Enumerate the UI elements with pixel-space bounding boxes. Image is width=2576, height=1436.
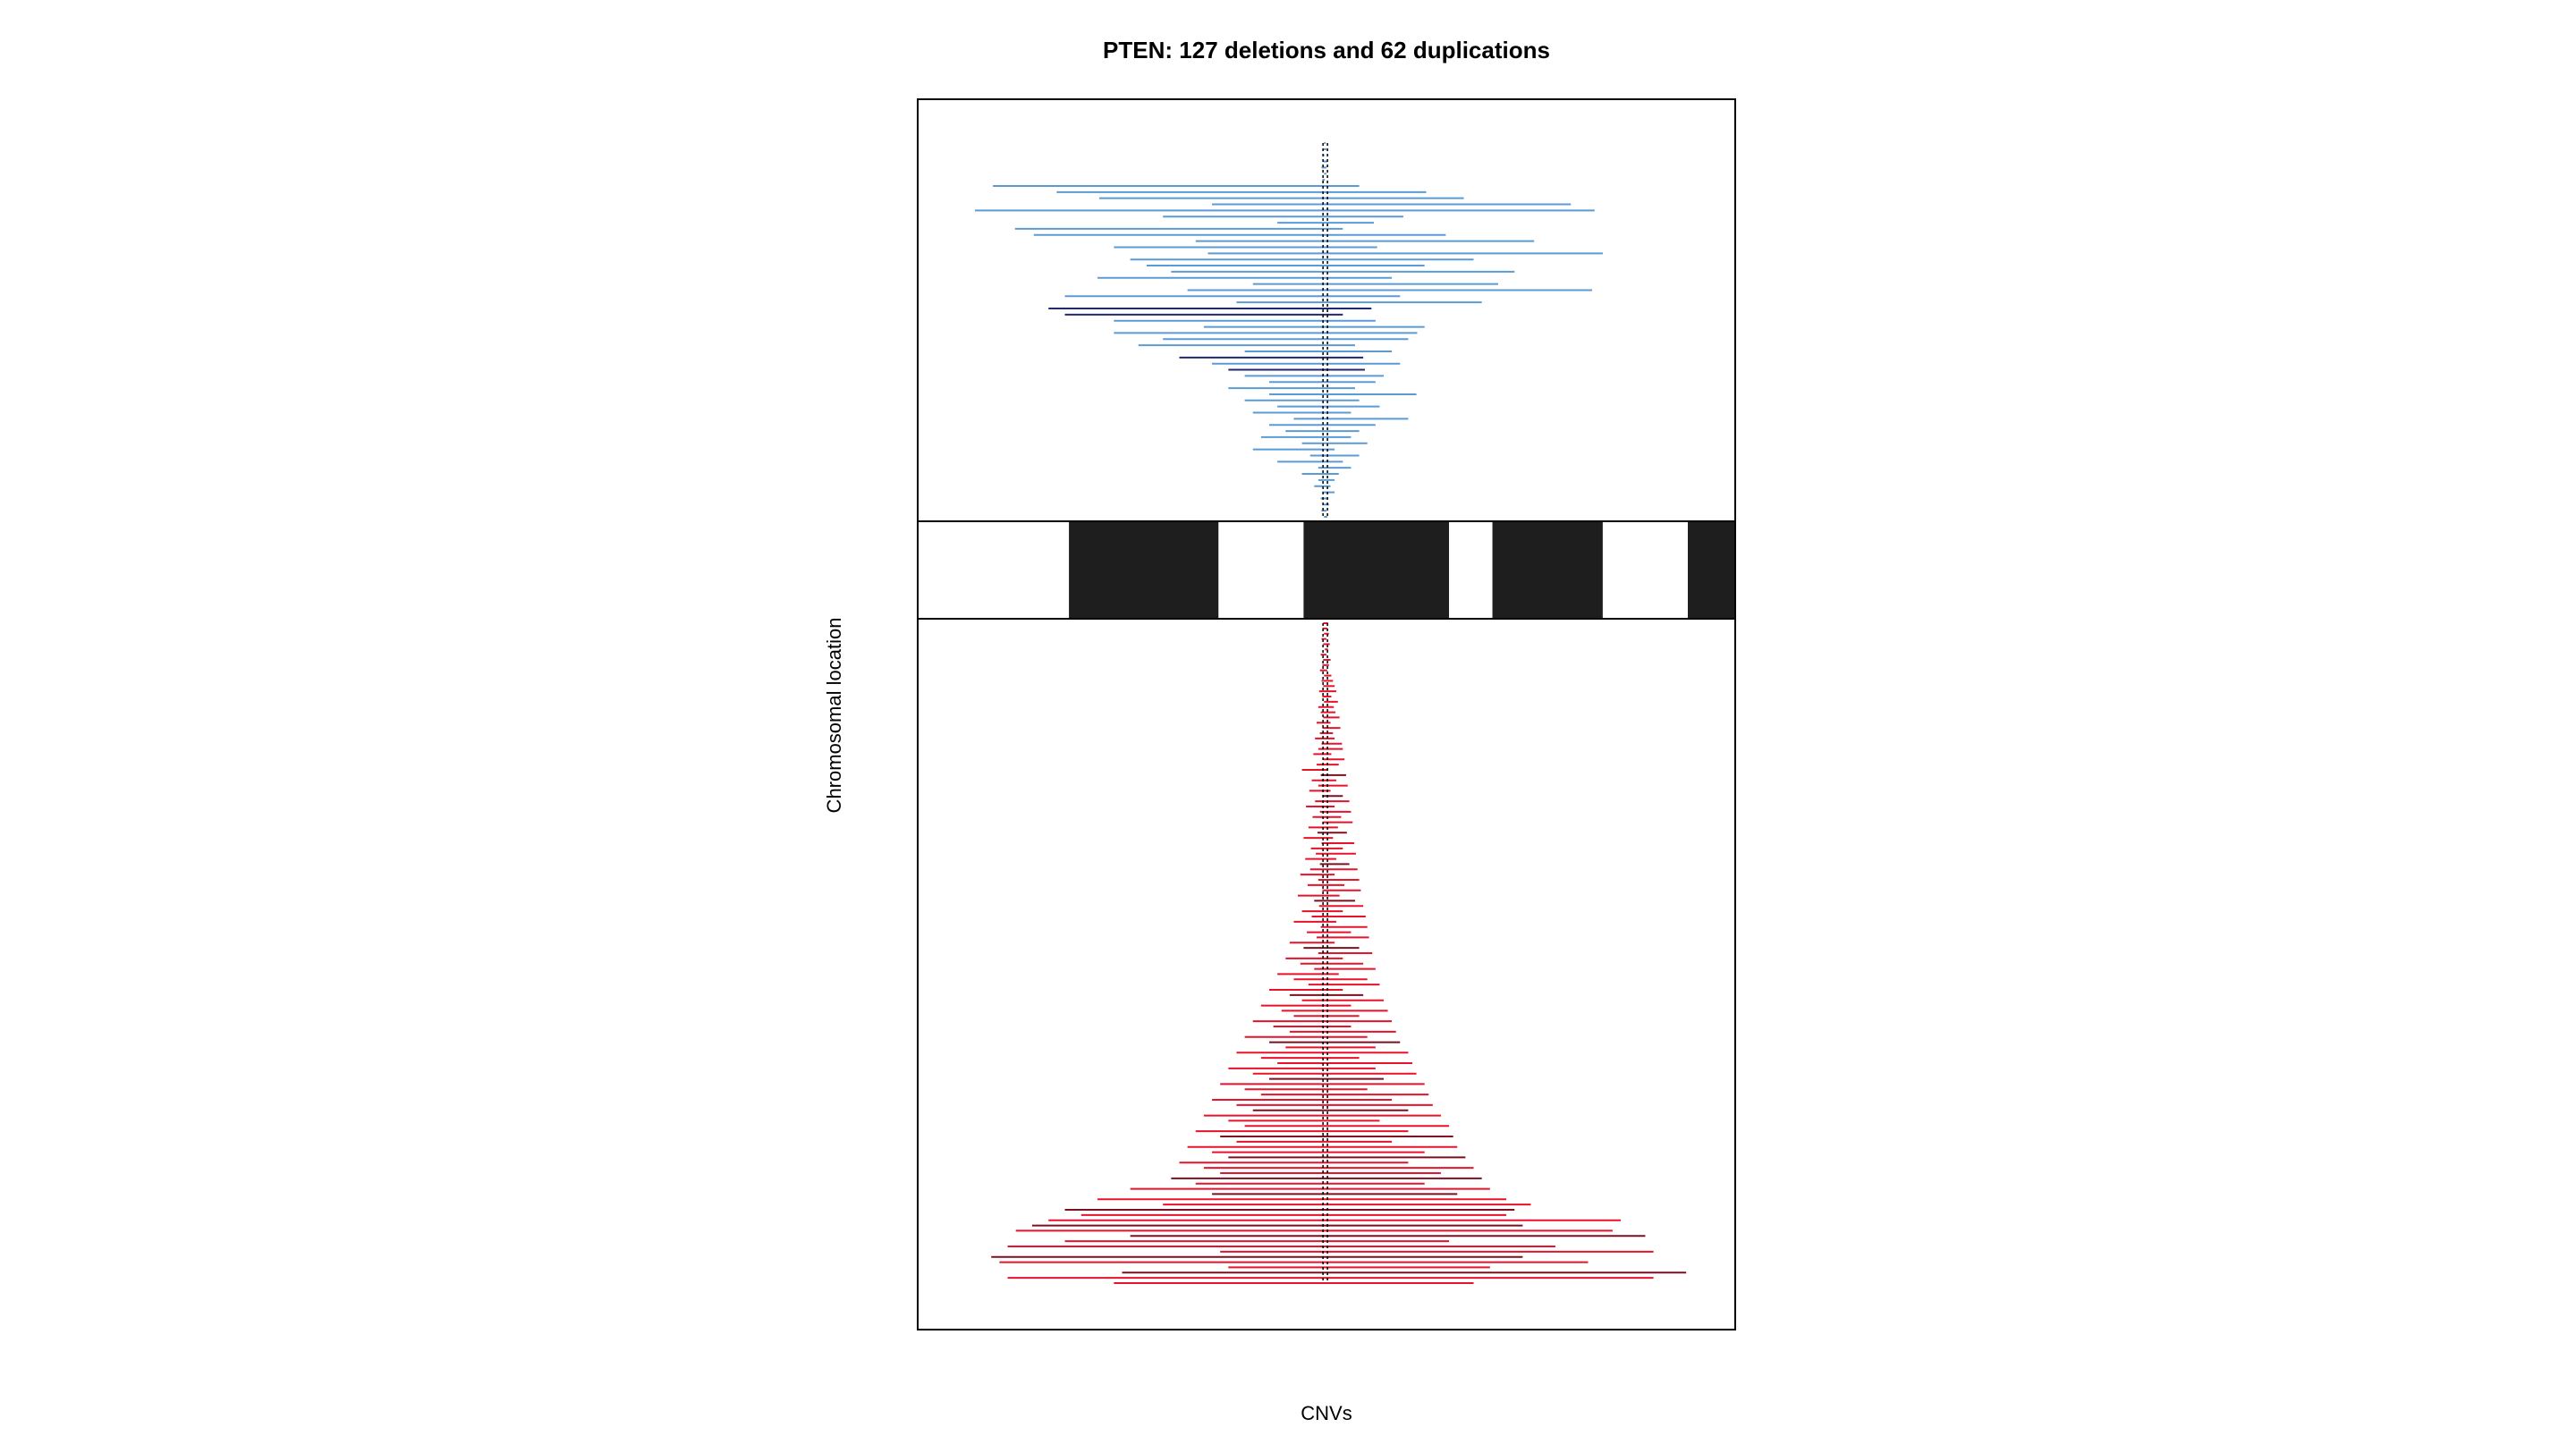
ideogram-band-5 [1449,521,1493,619]
ideogram-band-8 [1687,521,1735,619]
ideogram-band-4 [1303,521,1450,619]
duplications-panel [974,142,1603,518]
ideogram-band-2 [1069,521,1219,619]
chart-title: PTEN: 127 deletions and 62 duplications [1103,37,1550,63]
deletions-panel [991,622,1687,1284]
ideogram-band-7 [1602,521,1688,619]
x-axis-label: CNVs [1301,1402,1352,1424]
y-axis-label: Chromosomal location [823,618,845,814]
ideogram-band-1 [918,521,1070,619]
ideogram-band-6 [1492,521,1603,619]
ideogram-band-3 [1218,521,1304,619]
gene-position-marker [1322,143,1328,1283]
plot-frame [917,98,1736,1330]
chromosome-ideogram [918,521,1735,619]
